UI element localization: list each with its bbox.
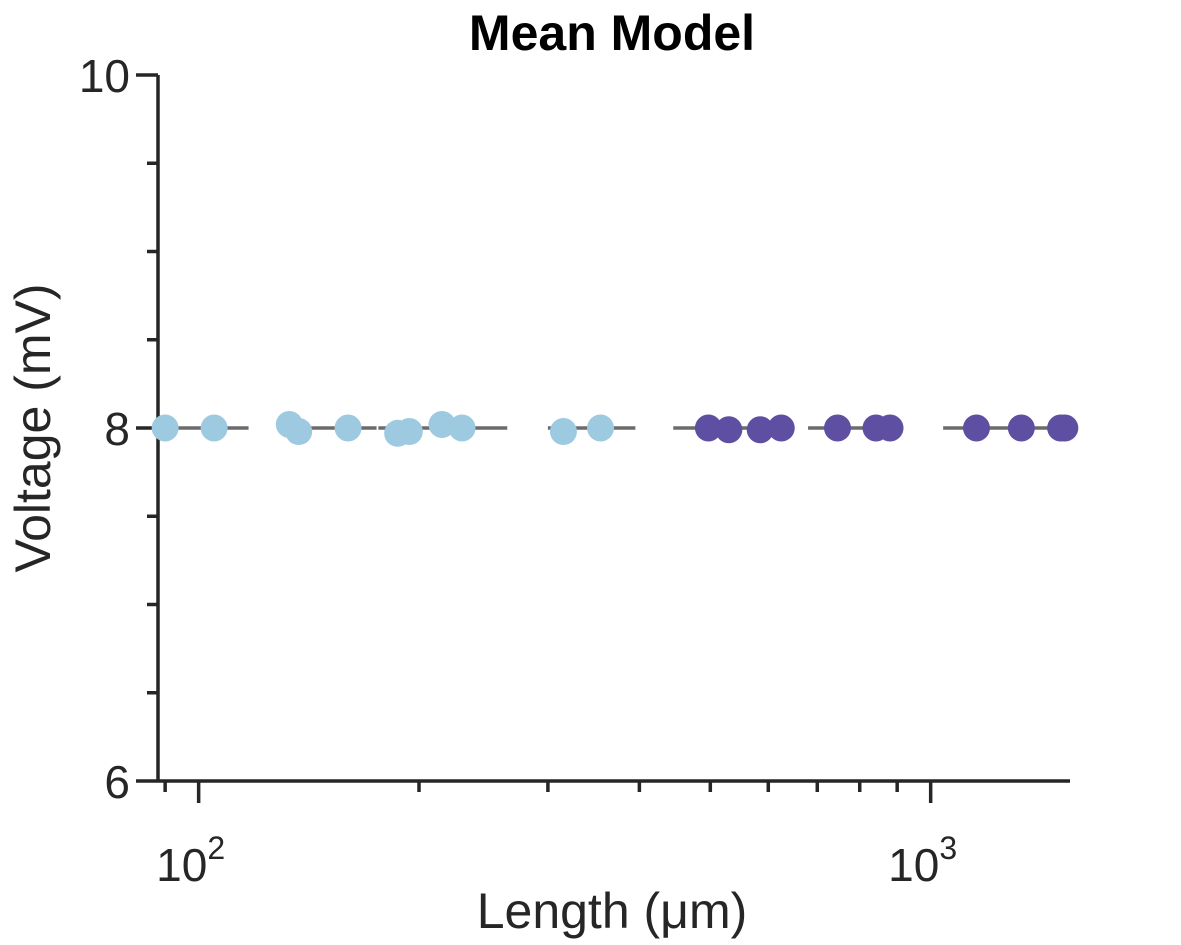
y-tick-label: 8 bbox=[104, 403, 130, 455]
x-axis-label: Length (μm) bbox=[477, 883, 748, 939]
data-point bbox=[694, 414, 722, 442]
data-point bbox=[395, 418, 423, 446]
data-point bbox=[448, 414, 476, 442]
data-point bbox=[151, 414, 179, 442]
y-axis: 6 8 10 bbox=[79, 50, 160, 808]
data-point bbox=[285, 418, 313, 446]
plot-area: 6 8 10 102 103 bbox=[79, 50, 1079, 891]
data-point bbox=[587, 414, 615, 442]
data-point bbox=[549, 418, 577, 446]
data-point bbox=[1051, 414, 1079, 442]
x-axis: 102 103 bbox=[156, 779, 1070, 891]
data-point bbox=[767, 414, 795, 442]
chart-title: Mean Model bbox=[469, 5, 755, 61]
y-axis-label: Voltage (mV) bbox=[5, 283, 61, 572]
data-point bbox=[962, 414, 990, 442]
y-tick-label: 10 bbox=[79, 50, 130, 102]
data-point bbox=[428, 410, 456, 438]
y-tick-label: 6 bbox=[104, 756, 130, 808]
data-points bbox=[151, 410, 1079, 447]
data-point bbox=[334, 414, 362, 442]
data-point bbox=[876, 414, 904, 442]
data-point bbox=[824, 414, 852, 442]
data-point bbox=[1007, 414, 1035, 442]
x-tick-label: 103 bbox=[888, 830, 957, 891]
x-tick-label: 102 bbox=[156, 830, 225, 891]
data-point bbox=[746, 416, 774, 444]
data-point bbox=[715, 416, 743, 444]
data-point bbox=[200, 414, 228, 442]
